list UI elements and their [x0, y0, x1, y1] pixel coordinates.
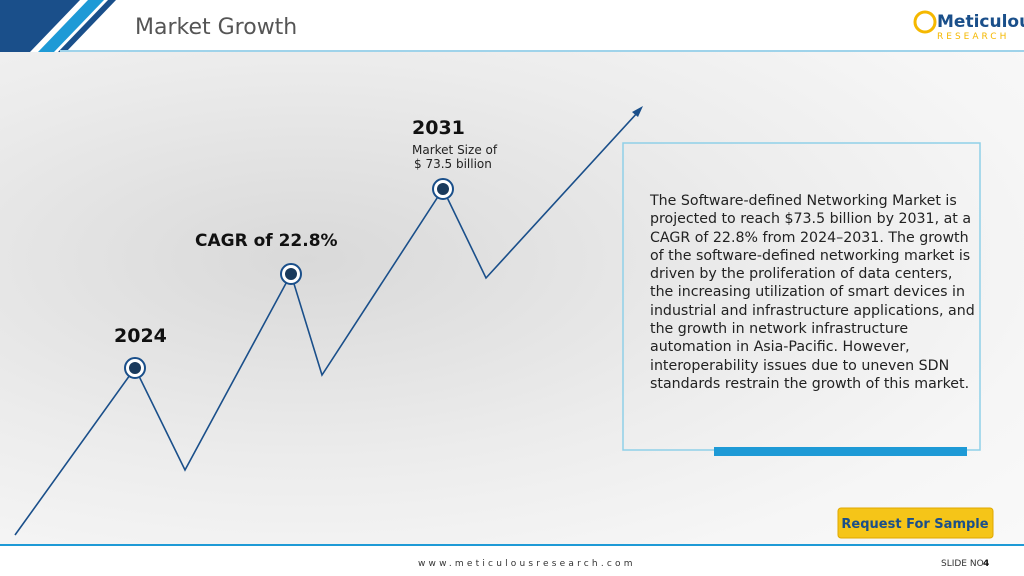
button-bg[interactable]	[837, 507, 994, 539]
stripe	[58, 0, 116, 52]
growth-line	[14, 111, 639, 536]
caption: Market Size of	[412, 143, 498, 157]
year: 2024	[114, 325, 167, 347]
arrow-head	[632, 106, 643, 117]
node-dot	[285, 268, 297, 280]
node-dot	[129, 362, 141, 374]
logo-name: Meticulous	[937, 12, 1024, 32]
cagr: CAGR of 22.8%	[195, 231, 338, 251]
logo-icon	[913, 10, 937, 34]
box-bar	[714, 447, 967, 456]
title: Market Growth	[135, 15, 297, 40]
footer-bg	[0, 546, 1024, 576]
stripe	[0, 0, 80, 52]
stripe	[38, 0, 104, 52]
node-dot	[437, 183, 449, 195]
header-bg	[0, 0, 1024, 52]
description: The Software-defined Networking Market i…	[650, 193, 975, 392]
logo-sub: RESEARCH	[937, 32, 1009, 42]
caption: $ 73.5 billion	[414, 157, 492, 171]
nodes	[124, 178, 454, 379]
button-label[interactable]: Request For Sample	[841, 517, 988, 532]
slide-label: SLIDE NO	[941, 559, 984, 569]
year: 2031	[412, 117, 465, 139]
website: www.meticulousresearch.com	[418, 559, 636, 569]
slide-number: 4	[983, 559, 989, 569]
